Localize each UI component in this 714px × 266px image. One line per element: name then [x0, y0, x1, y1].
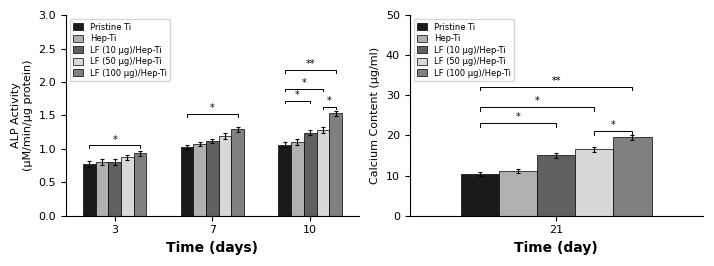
X-axis label: Time (days): Time (days) — [166, 241, 258, 255]
Legend: Pristine Ti, Hep-Ti, LF (10 μg)/Hep-Ti, LF (50 μg)/Hep-Ti, LF (100 μg)/Hep-Ti: Pristine Ti, Hep-Ti, LF (10 μg)/Hep-Ti, … — [413, 19, 514, 81]
Bar — [316, 130, 329, 216]
Bar — [231, 129, 244, 216]
Y-axis label: ALP Activity
(μM/min/μg protein): ALP Activity (μM/min/μg protein) — [11, 60, 33, 171]
Bar — [575, 149, 613, 216]
Bar — [109, 162, 121, 216]
Text: **: ** — [551, 76, 561, 86]
X-axis label: Time (day): Time (day) — [514, 241, 598, 255]
Bar — [278, 145, 291, 216]
Text: *: * — [210, 103, 215, 113]
Bar — [218, 136, 231, 216]
Bar — [121, 157, 134, 216]
Text: *: * — [112, 135, 117, 145]
Bar — [329, 113, 342, 216]
Bar — [537, 155, 575, 216]
Text: **: ** — [306, 59, 315, 69]
Bar — [499, 171, 537, 216]
Y-axis label: Calcium Content (μg/ml): Calcium Content (μg/ml) — [370, 47, 380, 184]
Bar — [181, 147, 193, 216]
Text: *: * — [301, 78, 306, 88]
Text: *: * — [295, 90, 300, 100]
Bar — [461, 173, 499, 216]
Text: *: * — [327, 96, 331, 106]
Bar — [613, 138, 652, 216]
Bar — [96, 162, 109, 216]
Bar — [83, 164, 96, 216]
Legend: Pristine Ti, Hep-Ti, LF (10 μg)/Hep-Ti, LF (50 μg)/Hep-Ti, LF (100 μg)/Hep-Ti: Pristine Ti, Hep-Ti, LF (10 μg)/Hep-Ti, … — [70, 19, 170, 81]
Bar — [206, 141, 218, 216]
Bar — [193, 144, 206, 216]
Text: *: * — [516, 112, 521, 122]
Text: *: * — [611, 120, 615, 130]
Bar — [304, 133, 316, 216]
Bar — [134, 153, 146, 216]
Bar — [291, 142, 304, 216]
Text: *: * — [535, 96, 540, 106]
